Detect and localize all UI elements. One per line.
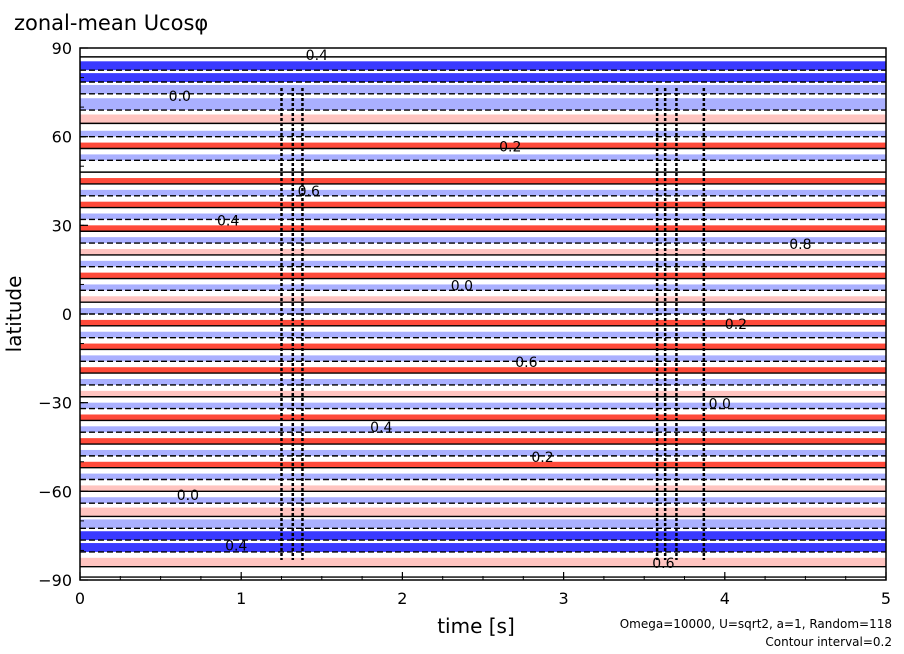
band-12 <box>80 201 886 208</box>
contour-label-1: 0.0 <box>169 89 191 105</box>
band-22 <box>80 319 886 326</box>
band-19 <box>80 284 886 291</box>
vertical-stripe-layer <box>280 88 706 560</box>
band-18 <box>80 272 886 279</box>
band-41 <box>80 543 886 552</box>
band-10 <box>80 178 886 184</box>
band-38 <box>80 507 886 517</box>
y-tick-label: 60 <box>52 128 72 147</box>
x-axis: 0 1 2 3 4 5 <box>75 572 891 608</box>
contour-label-9: 0.0 <box>709 397 731 413</box>
contour-label-3: 0.6 <box>298 184 320 200</box>
band-21 <box>80 308 886 314</box>
y-tick-label: 30 <box>52 216 72 235</box>
contour-label-0: 0.4 <box>306 48 328 64</box>
contour-label-10: 0.4 <box>370 420 392 436</box>
contour-label-7: 0.2 <box>725 317 747 333</box>
band-36 <box>80 485 886 492</box>
band-3 <box>80 84 886 94</box>
band-35 <box>80 473 886 480</box>
band-8 <box>80 154 886 161</box>
band-23 <box>80 331 886 338</box>
y-tick-label: −90 <box>38 571 72 590</box>
x-tick-label: 2 <box>397 589 407 608</box>
contour-layer <box>80 56 886 578</box>
band-layer <box>80 50 886 578</box>
annotation-params: Omega=10000, U=sqrt2, a=1, Random=118 <box>620 617 892 631</box>
band-11 <box>80 189 886 196</box>
band-25 <box>80 355 886 362</box>
plot-area: 0.4 0.0 0.2 0.6 0.8 0.4 0.0 0.2 0.6 0.0 0.4 0.2 0.0 0… <box>79 47 887 581</box>
band-17 <box>80 260 886 267</box>
y-tick-label: −60 <box>38 482 72 501</box>
x-axis-label: time [s] <box>437 614 515 638</box>
band-29 <box>80 402 886 409</box>
contour-label-11: 0.2 <box>531 450 553 466</box>
x-tick-label: 4 <box>720 589 730 608</box>
band-9 <box>80 166 886 173</box>
band-28 <box>80 390 886 397</box>
x-tick-label: 5 <box>881 589 891 608</box>
contour-label-4: 0.8 <box>789 237 811 253</box>
band-15 <box>80 237 886 244</box>
contour-label-6: 0.0 <box>451 278 473 294</box>
x-tick-label: 1 <box>236 589 246 608</box>
y-tick-label: 90 <box>52 39 72 58</box>
band-13 <box>80 213 886 220</box>
band-43 <box>80 571 886 578</box>
band-20 <box>80 296 886 303</box>
x-tick-label: 3 <box>559 589 569 608</box>
band-0 <box>80 50 886 57</box>
band-2 <box>80 73 886 82</box>
band-33 <box>80 449 886 456</box>
band-5 <box>80 114 886 124</box>
band-30 <box>80 414 886 421</box>
band-26 <box>80 367 886 374</box>
y-tick-label: −30 <box>38 394 72 413</box>
band-31 <box>80 426 886 433</box>
y-axis-label: latitude <box>2 276 26 353</box>
annotation-contour-interval: Contour interval=0.2 <box>765 635 892 649</box>
band-4 <box>80 98 886 111</box>
y-tick-label: 0 <box>62 305 72 324</box>
band-39 <box>80 519 886 529</box>
y-axis: 90 60 30 0 −30 −60 −90 <box>38 39 88 590</box>
contour-label-2: 0.2 <box>499 139 521 155</box>
contour-label-12: 0.0 <box>177 488 199 504</box>
band-40 <box>80 531 886 541</box>
contour-label-8: 0.6 <box>515 355 537 371</box>
band-32 <box>80 438 886 445</box>
band-24 <box>80 343 886 350</box>
band-16 <box>80 248 886 255</box>
band-1 <box>80 61 886 71</box>
band-42 <box>80 557 886 567</box>
contour-label-5: 0.4 <box>217 213 239 229</box>
band-27 <box>80 379 886 385</box>
contour-label-13: 0.4 <box>225 538 247 554</box>
chart-title: zonal-mean Ucosφ <box>14 11 208 35</box>
band-14 <box>80 225 886 232</box>
x-tick-label: 0 <box>75 589 85 608</box>
band-34 <box>80 461 886 468</box>
band-7 <box>80 142 886 149</box>
band-37 <box>80 497 886 504</box>
contour-label-14: 0.6 <box>652 556 674 572</box>
contour-label-layer: 0.4 0.0 0.2 0.6 0.8 0.4 0.0 0.2 0.6 0.0 0.4 0.2 0.0 0… <box>169 48 812 572</box>
band-6 <box>80 130 886 137</box>
